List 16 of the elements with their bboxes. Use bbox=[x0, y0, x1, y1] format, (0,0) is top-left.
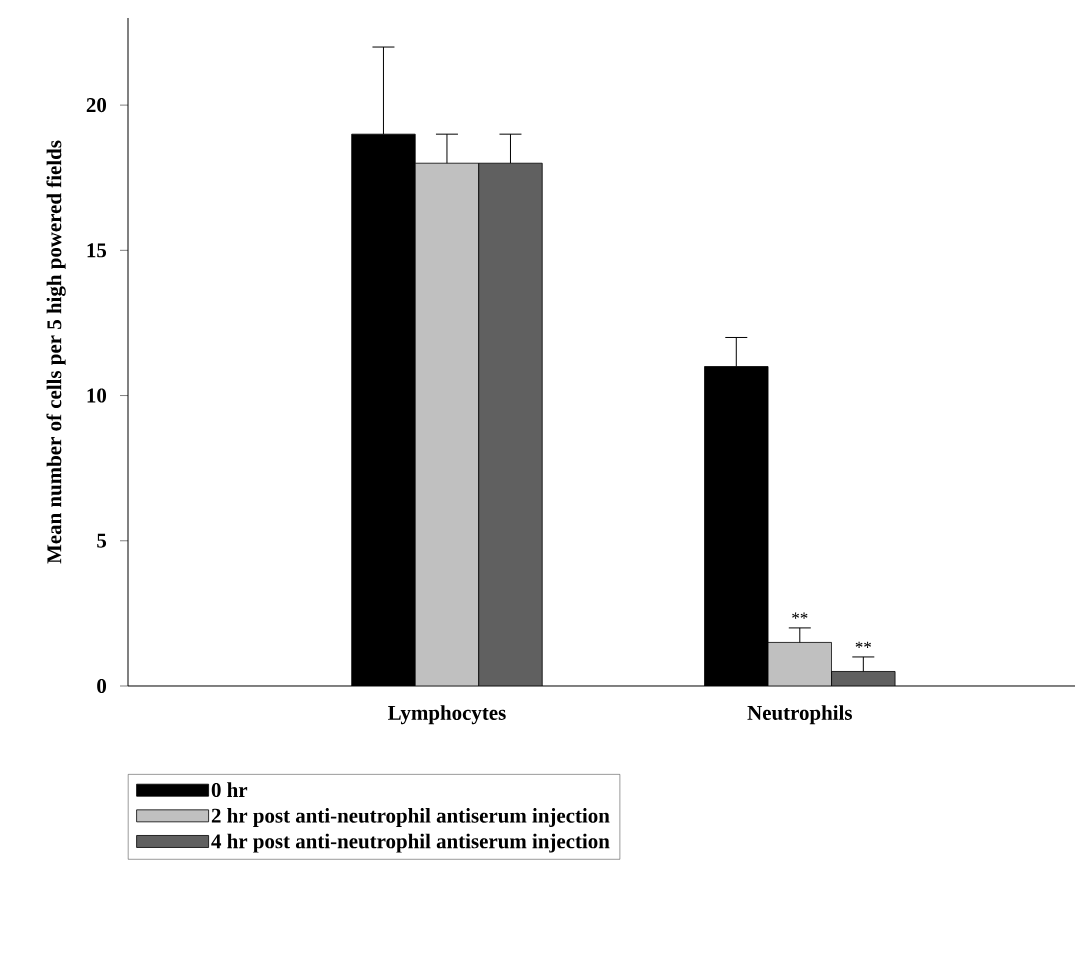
legend-label: 0 hr bbox=[211, 782, 248, 798]
annotation: ** bbox=[855, 641, 871, 648]
legend-label: 4 hr post anti-neutrophil antiserum injection bbox=[211, 833, 610, 853]
bar bbox=[478, 163, 543, 686]
annotation: ** bbox=[792, 612, 808, 619]
y-axis-title: Mean number of cells per 5 high powered fields bbox=[46, 140, 66, 564]
x-tick-label: Lymphocytes bbox=[388, 705, 506, 725]
bar bbox=[415, 163, 479, 686]
legend-label: 2 hr post anti-neutrophil antiserum injection bbox=[211, 808, 610, 827]
y-tick-label: 15 bbox=[87, 243, 107, 258]
x-tick-label: Neutrophils bbox=[747, 705, 852, 725]
bar bbox=[767, 642, 832, 686]
y-tick-label: 5 bbox=[97, 533, 107, 548]
y-tick-label: 20 bbox=[86, 98, 107, 113]
y-tick-label: 10 bbox=[87, 388, 107, 403]
y-tick-label: 0 bbox=[97, 678, 107, 694]
